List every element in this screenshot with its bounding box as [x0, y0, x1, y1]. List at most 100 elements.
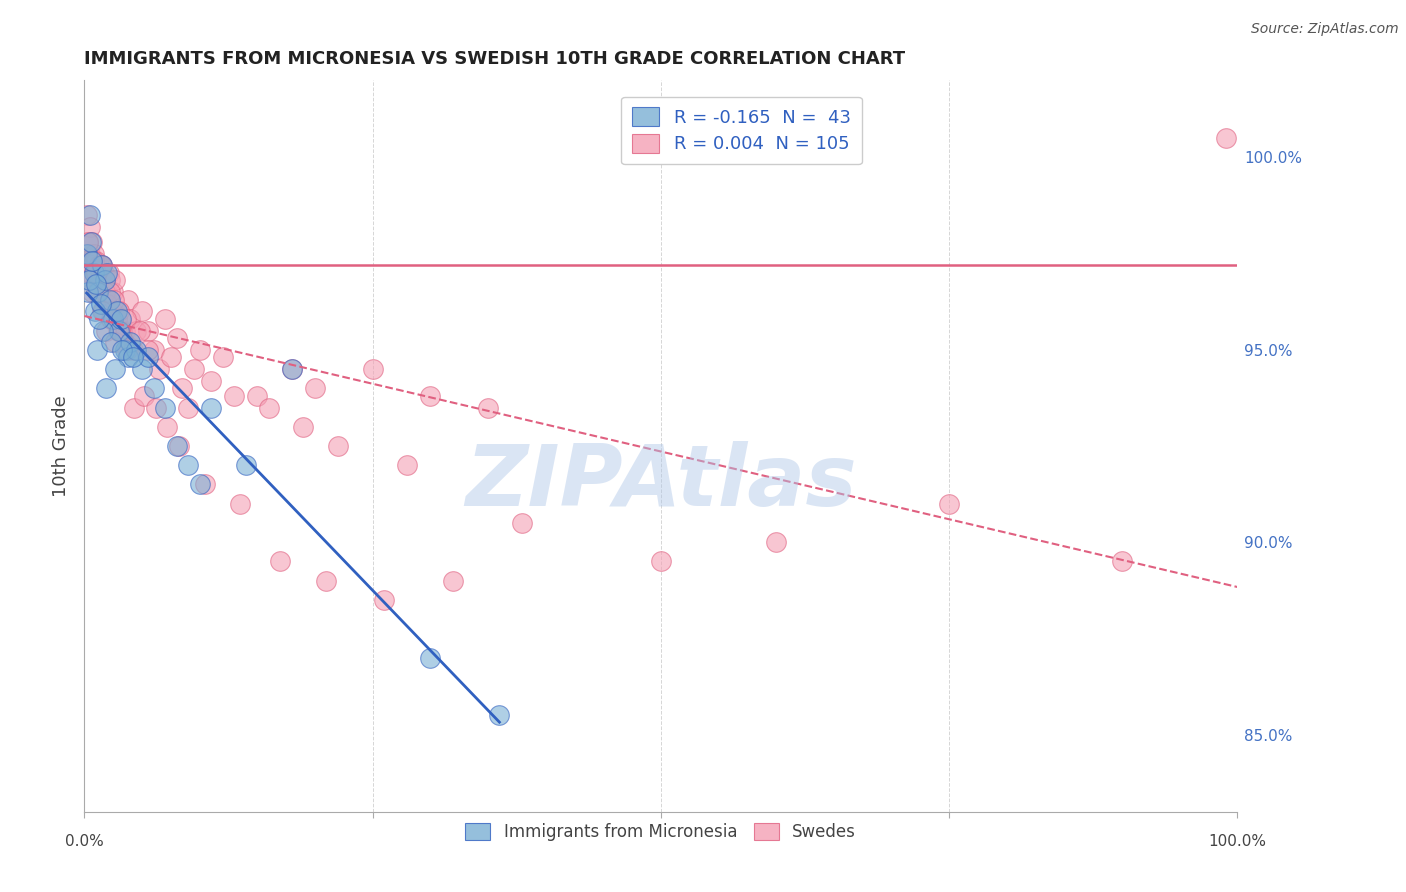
- Point: [441, 574, 464, 588]
- Point: [107, 324, 129, 338]
- Point: [257, 401, 280, 415]
- Point: [488, 708, 510, 723]
- Point: [103, 285, 124, 299]
- Point: [105, 304, 128, 318]
- Point: [156, 419, 179, 434]
- Point: [83, 246, 105, 260]
- Point: [108, 304, 131, 318]
- Point: [419, 389, 441, 403]
- Point: [134, 389, 156, 403]
- Point: [89, 312, 111, 326]
- Point: [1215, 131, 1237, 145]
- Point: [94, 273, 117, 287]
- Point: [76, 246, 98, 260]
- Point: [104, 334, 127, 349]
- Point: [235, 458, 257, 473]
- Point: [120, 334, 142, 349]
- Point: [115, 343, 138, 357]
- Point: [100, 304, 122, 318]
- Point: [79, 246, 101, 260]
- Point: [96, 381, 118, 395]
- Point: [101, 304, 124, 318]
- Point: [84, 266, 107, 280]
- Text: IMMIGRANTS FROM MICRONESIA VS SWEDISH 10TH GRADE CORRELATION CHART: IMMIGRANTS FROM MICRONESIA VS SWEDISH 10…: [84, 50, 905, 68]
- Point: [80, 235, 103, 249]
- Point: [79, 208, 101, 222]
- Point: [80, 273, 103, 287]
- Point: [121, 351, 143, 365]
- Point: [87, 285, 110, 299]
- Point: [79, 219, 101, 234]
- Point: [77, 266, 100, 280]
- Legend: Immigrants from Micronesia, Swedes: Immigrants from Micronesia, Swedes: [456, 813, 866, 851]
- Point: [108, 324, 131, 338]
- Point: [131, 304, 153, 318]
- Point: [83, 304, 105, 318]
- Point: [108, 304, 131, 318]
- Point: [103, 293, 125, 307]
- Point: [292, 419, 315, 434]
- Point: [90, 304, 112, 318]
- Point: [200, 374, 222, 388]
- Point: [153, 312, 176, 326]
- Point: [87, 285, 110, 299]
- Point: [136, 351, 159, 365]
- Point: [100, 334, 122, 349]
- Point: [211, 351, 233, 365]
- Point: [83, 254, 105, 268]
- Point: [177, 458, 200, 473]
- Point: [98, 285, 121, 299]
- Point: [229, 497, 252, 511]
- Point: [89, 296, 111, 310]
- Point: [183, 362, 205, 376]
- Point: [160, 351, 183, 365]
- Point: [83, 266, 105, 280]
- Point: [281, 362, 304, 376]
- Point: [110, 312, 132, 326]
- Point: [142, 381, 165, 395]
- Point: [200, 401, 222, 415]
- Point: [477, 401, 499, 415]
- Point: [96, 285, 118, 299]
- Point: [86, 266, 108, 280]
- Point: [96, 296, 118, 310]
- Point: [83, 266, 105, 280]
- Point: [153, 401, 176, 415]
- Point: [326, 439, 349, 453]
- Point: [111, 343, 134, 357]
- Point: [82, 254, 104, 268]
- Point: [136, 343, 159, 357]
- Point: [98, 293, 121, 307]
- Point: [373, 593, 395, 607]
- Point: [97, 266, 120, 280]
- Point: [86, 343, 108, 357]
- Point: [108, 324, 131, 338]
- Point: [281, 362, 304, 376]
- Point: [125, 324, 148, 338]
- Point: [76, 235, 98, 249]
- Point: [1111, 554, 1133, 568]
- Y-axis label: 10th Grade: 10th Grade: [52, 395, 70, 497]
- Point: [96, 266, 118, 280]
- Point: [87, 285, 110, 299]
- Point: [419, 650, 441, 665]
- Point: [96, 324, 118, 338]
- Point: [89, 277, 111, 292]
- Point: [89, 266, 111, 280]
- Point: [765, 535, 787, 549]
- Point: [91, 324, 114, 338]
- Text: Source: ZipAtlas.com: Source: ZipAtlas.com: [1251, 22, 1399, 37]
- Point: [166, 331, 188, 345]
- Point: [145, 401, 167, 415]
- Point: [188, 343, 211, 357]
- Point: [148, 362, 170, 376]
- Point: [104, 273, 127, 287]
- Point: [172, 381, 194, 395]
- Point: [188, 477, 211, 491]
- Point: [224, 389, 246, 403]
- Point: [650, 554, 672, 568]
- Point: [246, 389, 269, 403]
- Point: [361, 362, 384, 376]
- Point: [120, 312, 142, 326]
- Point: [89, 258, 111, 272]
